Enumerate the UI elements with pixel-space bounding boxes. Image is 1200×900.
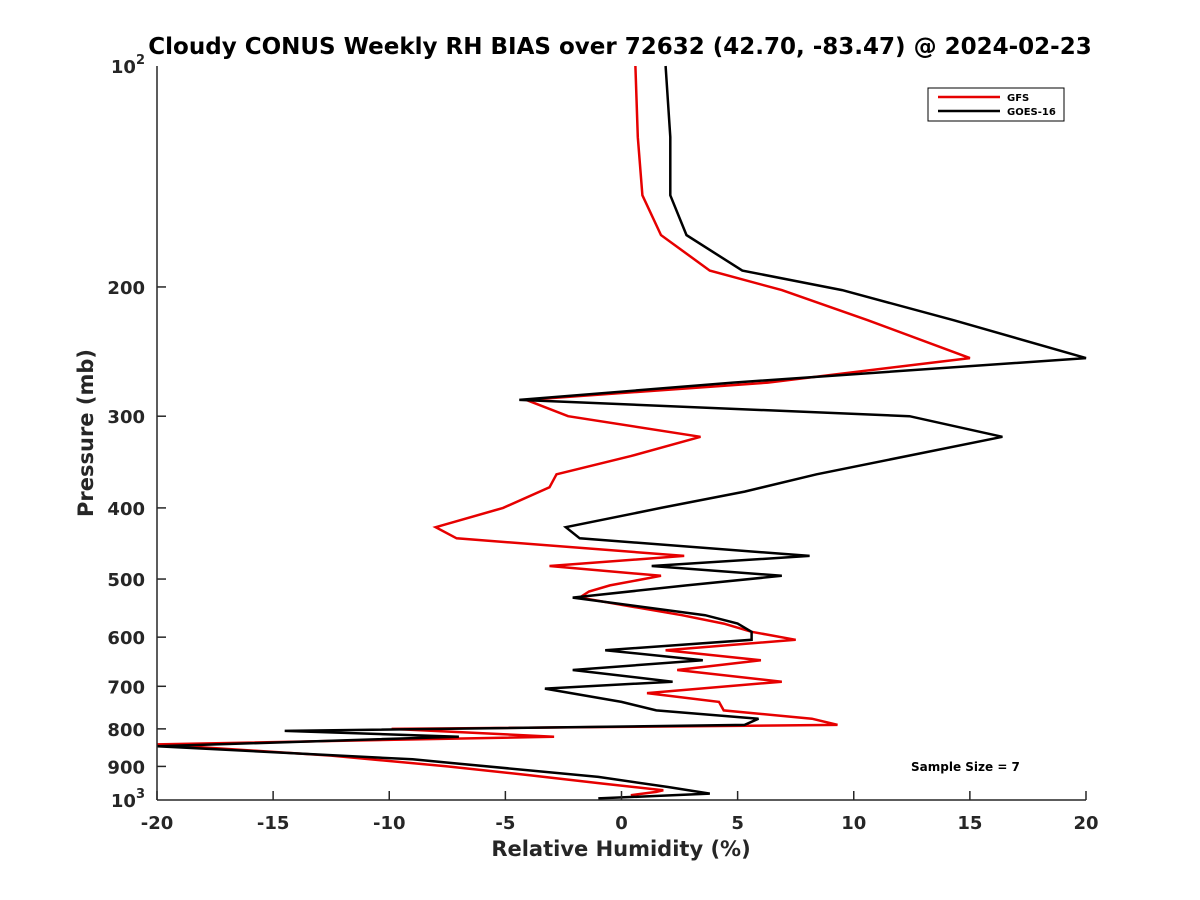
y-tick-label: 600 — [107, 628, 145, 649]
y-tick-label: 900 — [107, 757, 145, 778]
legend: GFS GOES-16 — [927, 87, 1065, 122]
y-tick-label-bottom: 103 — [111, 787, 145, 812]
legend-label-gfs: GFS — [1007, 93, 1029, 104]
chart-title: Cloudy CONUS Weekly RH BIAS over 72632 (… — [148, 34, 1091, 60]
x-tick-label: 0 — [615, 813, 628, 834]
y-axis-label: Pressure (mb) — [74, 349, 98, 517]
legend-label-goes16: GOES-16 — [1007, 107, 1056, 118]
sample-size-annotation: Sample Size = 7 — [911, 760, 1020, 774]
x-tick-label: 15 — [957, 813, 982, 834]
y-tick-label: 500 — [107, 570, 145, 591]
series-layer — [156, 65, 1087, 800]
legend-box — [927, 87, 1065, 122]
plot-area: -20 -15 -10 -5 0 5 10 15 20 200 300 400 500 600 700 80… — [107, 53, 1098, 834]
x-tick-label: -10 — [373, 813, 406, 834]
y-tick-label: 200 — [107, 278, 145, 299]
x-tick-label: -5 — [495, 813, 515, 834]
y-tick-label: 300 — [107, 407, 145, 428]
x-tick-label: 20 — [1073, 813, 1098, 834]
y-tick-label: 400 — [107, 499, 145, 520]
x-axis-label: Relative Humidity (%) — [491, 837, 750, 861]
x-tick-label: -15 — [257, 813, 290, 834]
series-line-goes16 — [156, 65, 1087, 800]
y-tick-label: 800 — [107, 720, 145, 741]
x-tick-label: 10 — [841, 813, 866, 834]
y-tick-label: 700 — [107, 677, 145, 698]
y-ticks: 200 300 400 500 600 700 800 900 102 103 — [107, 53, 166, 812]
x-tick-label: 5 — [731, 813, 744, 834]
x-tick-label: -20 — [141, 813, 174, 834]
y-tick-label-top: 102 — [111, 53, 145, 78]
x-ticks: -20 -15 -10 -5 0 5 10 15 20 — [141, 791, 1099, 834]
